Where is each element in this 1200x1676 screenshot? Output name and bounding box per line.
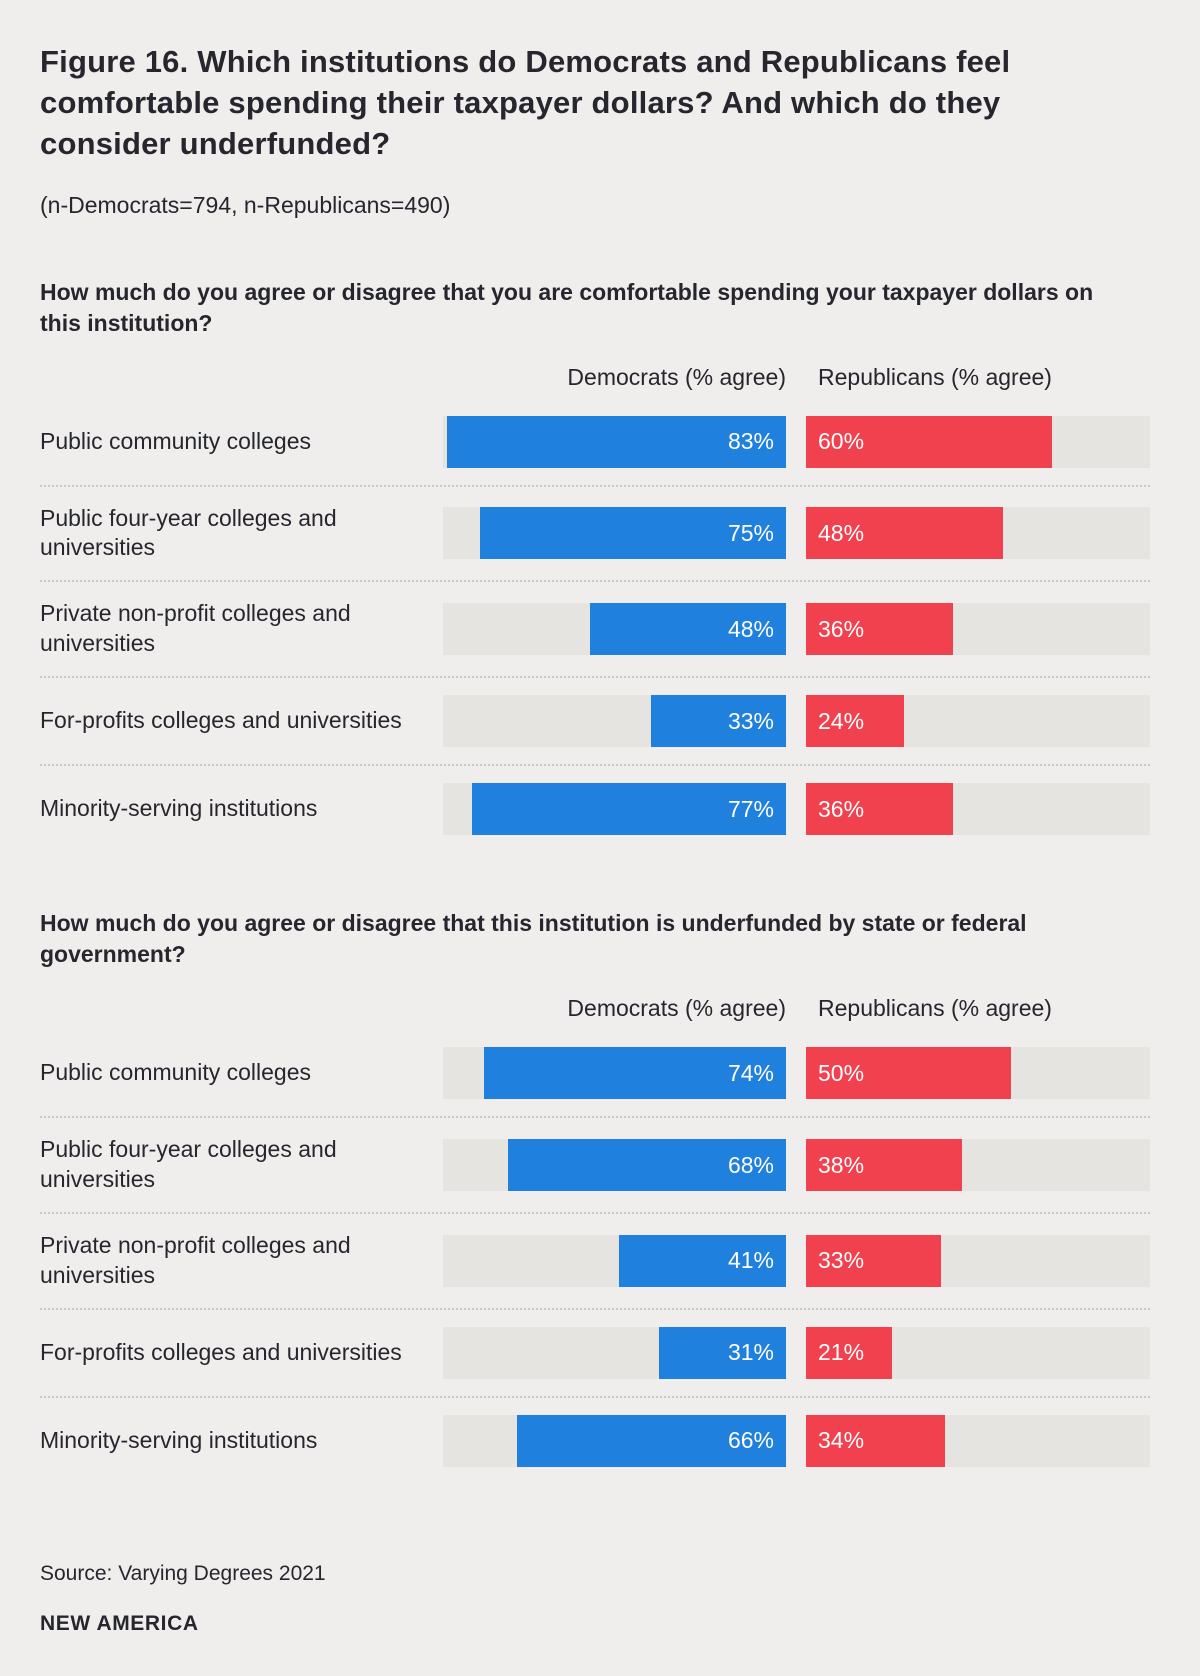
democrats-column-header: Democrats (% agree)	[567, 995, 786, 1022]
row-label: Public four-year colleges and universiti…	[40, 1136, 337, 1193]
row-label: For-profits colleges and universities	[40, 707, 402, 734]
democrat-bar-track: 68%	[443, 1139, 786, 1192]
republican-bar: 48%	[806, 507, 1003, 560]
row-label: Minority-serving institutions	[40, 795, 318, 822]
republican-bar-track: 48%	[806, 507, 1150, 560]
republican-bar-value: 50%	[818, 1059, 865, 1086]
republican-bar-track: 60%	[806, 415, 1150, 468]
republican-bar-value: 38%	[818, 1151, 865, 1178]
democrat-bar: 75%	[479, 507, 786, 560]
republican-bar-value: 60%	[818, 428, 865, 455]
republican-bar-track: 33%	[806, 1234, 1150, 1287]
republican-bar-value: 36%	[818, 795, 865, 822]
democrat-bar-track: 74%	[443, 1047, 786, 1100]
democrat-bar: 31%	[659, 1326, 786, 1379]
sample-size-note: (n-Democrats=794, n-Republicans=490)	[40, 191, 451, 218]
republican-bar: 24%	[806, 695, 905, 748]
republican-bar: 36%	[806, 603, 954, 656]
democrats-column-header: Democrats (% agree)	[567, 363, 786, 390]
source-note: Source: Varying Degrees 2021	[40, 1561, 326, 1585]
republican-bar-track: 24%	[806, 695, 1150, 748]
democrat-bar: 33%	[651, 695, 786, 748]
brand-logo-text: NEW AMERICA	[40, 1611, 199, 1635]
republican-bar-value: 24%	[818, 707, 865, 734]
democrat-bar-value: 66%	[727, 1427, 774, 1454]
chart-row: Public four-year colleges and universiti…	[40, 1118, 1150, 1214]
chart-section-2: Public community colleges 74% 50% Public…	[40, 1030, 1150, 1484]
democrat-bar-value: 31%	[727, 1339, 774, 1366]
democrat-bar-track: 33%	[443, 695, 786, 748]
democrat-bar-track: 66%	[443, 1414, 786, 1467]
democrat-bar-track: 48%	[443, 603, 786, 656]
democrat-bar-track: 31%	[443, 1326, 786, 1379]
chart-row: Public community colleges 74% 50%	[40, 1030, 1150, 1119]
chart-section-1: Public community colleges 83% 60% Public…	[40, 399, 1150, 853]
democrat-bar: 68%	[508, 1139, 786, 1192]
chart-row: Private non-profit colleges and universi…	[40, 1214, 1150, 1310]
republican-bar: 38%	[806, 1139, 962, 1192]
chart-row: For-profits colleges and universities 31…	[40, 1310, 1150, 1398]
democrat-bar-value: 75%	[727, 519, 774, 546]
democrat-bar-value: 48%	[727, 615, 774, 642]
row-label: Private non-profit colleges and universi…	[40, 600, 351, 657]
republican-bar-track: 21%	[806, 1326, 1150, 1379]
democrat-bar: 41%	[618, 1234, 786, 1287]
row-label: Public community colleges	[40, 1059, 312, 1086]
chart-row: Public four-year colleges and universiti…	[40, 487, 1150, 583]
republican-bar-value: 33%	[818, 1247, 865, 1274]
republicans-column-header: Republicans (% agree)	[818, 363, 1052, 390]
row-label: Public community colleges	[40, 427, 312, 454]
section-heading-comfortable-spending: How much do you agree or disagree that y…	[40, 278, 1094, 336]
republican-bar-track: 36%	[806, 603, 1150, 656]
row-label: Minority-serving institutions	[40, 1426, 318, 1453]
democrat-bar-value: 41%	[727, 1247, 774, 1274]
republican-bar-value: 48%	[818, 519, 865, 546]
democrat-bar-value: 83%	[727, 428, 774, 455]
row-label: Public four-year colleges and universiti…	[40, 504, 337, 561]
chart-row: Minority-serving institutions 66% 34%	[40, 1398, 1150, 1484]
democrat-bar-value: 77%	[727, 795, 774, 822]
republican-bar-value: 36%	[818, 615, 865, 642]
republican-bar: 21%	[806, 1326, 892, 1379]
democrat-bar-track: 83%	[443, 415, 786, 468]
republican-bar: 34%	[806, 1414, 946, 1467]
republican-bar: 36%	[806, 783, 954, 836]
republican-bar-track: 34%	[806, 1414, 1150, 1467]
republican-bar-track: 36%	[806, 783, 1150, 836]
democrat-bar-value: 74%	[727, 1059, 774, 1086]
republican-bar-track: 38%	[806, 1139, 1150, 1192]
democrat-bar-value: 68%	[727, 1151, 774, 1178]
column-headers: Democrats (% agree) Republicans (% agree…	[40, 994, 1150, 1024]
democrat-bar-track: 41%	[443, 1234, 786, 1287]
chart-row: Minority-serving institutions 77% 36%	[40, 766, 1150, 852]
republican-bar: 60%	[806, 415, 1052, 468]
democrat-bar: 66%	[516, 1414, 786, 1467]
column-headers: Democrats (% agree) Republicans (% agree…	[40, 363, 1150, 393]
republican-bar: 33%	[806, 1234, 942, 1287]
chart-row: Public community colleges 83% 60%	[40, 399, 1150, 487]
democrat-bar: 83%	[447, 415, 786, 468]
chart-row: For-profits colleges and universities 33…	[40, 678, 1150, 767]
republican-bar-value: 34%	[818, 1427, 865, 1454]
republicans-column-header: Republicans (% agree)	[818, 995, 1052, 1022]
republican-bar-track: 50%	[806, 1047, 1150, 1100]
democrat-bar: 77%	[471, 783, 786, 836]
row-label: For-profits colleges and universities	[40, 1338, 402, 1365]
republican-bar-value: 21%	[818, 1339, 865, 1366]
democrat-bar-value: 33%	[727, 707, 774, 734]
section-heading-underfunded: How much do you agree or disagree that t…	[40, 910, 1027, 968]
democrat-bar: 74%	[483, 1047, 786, 1100]
democrat-bar-track: 77%	[443, 783, 786, 836]
democrat-bar-track: 75%	[443, 507, 786, 560]
chart-row: Private non-profit colleges and universi…	[40, 582, 1150, 679]
republican-bar: 50%	[806, 1047, 1011, 1100]
row-label: Private non-profit colleges and universi…	[40, 1231, 351, 1288]
democrat-bar: 48%	[590, 603, 786, 656]
figure-title: Figure 16. Which institutions do Democra…	[40, 44, 1011, 161]
